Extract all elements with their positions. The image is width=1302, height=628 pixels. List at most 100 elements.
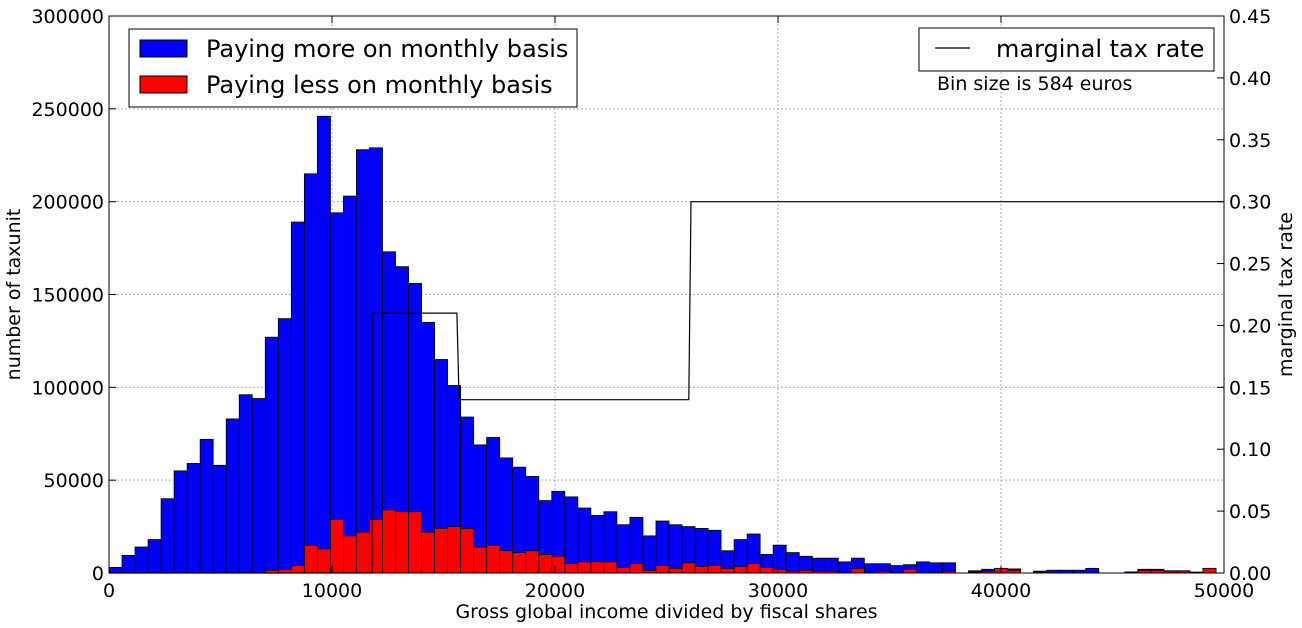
y-axis-label: number of taxunit bbox=[3, 209, 25, 381]
y-tick-label: 150000 bbox=[31, 285, 104, 307]
bar-paying-less bbox=[746, 563, 761, 574]
bar-paying-more bbox=[212, 464, 227, 574]
bar-paying-less bbox=[538, 554, 553, 574]
bar-paying-more bbox=[316, 115, 331, 574]
bar-paying-less bbox=[460, 528, 475, 574]
bar-paying-more bbox=[929, 562, 943, 574]
bar-paying-less bbox=[707, 565, 722, 574]
bar-paying-less bbox=[681, 562, 696, 574]
legend-swatch-less bbox=[139, 75, 188, 94]
bar-paying-less bbox=[668, 567, 683, 574]
bar-paying-less bbox=[1202, 567, 1217, 574]
bar-paying-more bbox=[916, 561, 930, 574]
bar-paying-less bbox=[329, 518, 344, 574]
y-tick-label: 0 bbox=[92, 563, 104, 585]
bar-paying-less bbox=[616, 567, 631, 574]
legend-swatch-more bbox=[139, 39, 188, 58]
bar-paying-less bbox=[369, 518, 383, 574]
bar-paying-more bbox=[837, 561, 852, 574]
bar-paying-less bbox=[655, 565, 670, 574]
bar-paying-more bbox=[356, 149, 370, 574]
bar-paying-more bbox=[343, 195, 357, 574]
legend-label-line: marginal tax rate bbox=[996, 35, 1204, 63]
bar-paying-less bbox=[499, 550, 514, 574]
bar-paying-more bbox=[121, 554, 136, 574]
bar-paying-more bbox=[225, 418, 240, 574]
bar-paying-less bbox=[395, 511, 409, 574]
bar-paying-less bbox=[382, 509, 396, 574]
axis-ticks: 0 10000 20000 30000 40000 50000 0 50000 100000 15… bbox=[31, 6, 1271, 602]
x-tick-label: 20000 bbox=[525, 580, 585, 602]
y2-axis-label: marginal tax rate bbox=[1275, 212, 1297, 377]
legend-left: Paying more on monthly basis Paying less… bbox=[128, 28, 578, 108]
bar-paying-more bbox=[134, 546, 149, 574]
x-axis-label: Gross global income divided by fiscal sh… bbox=[455, 601, 877, 623]
bar-paying-more bbox=[290, 221, 305, 574]
bar-paying-less bbox=[512, 552, 527, 574]
bar-paying-less bbox=[759, 567, 774, 574]
bar-paying-more bbox=[642, 535, 657, 574]
bar-paying-less bbox=[434, 528, 449, 574]
legend-label-less: Paying less on monthly basis bbox=[206, 71, 553, 99]
bar-paying-more bbox=[564, 496, 579, 574]
legend-left-frame bbox=[128, 28, 578, 108]
bar-paying-more bbox=[863, 563, 878, 574]
y2-tick-label: 0.40 bbox=[1229, 68, 1271, 90]
bar-paying-more bbox=[369, 147, 383, 574]
bar-paying-less bbox=[303, 544, 318, 574]
bar-paying-more bbox=[108, 567, 123, 574]
bar-paying-more bbox=[147, 539, 162, 574]
bar-paying-less bbox=[564, 563, 579, 574]
y2-tick-label: 0.05 bbox=[1229, 501, 1271, 523]
bar-paying-less bbox=[447, 526, 462, 574]
bar-paying-less bbox=[629, 563, 644, 574]
bin-size-annotation: Bin size is 584 euros bbox=[937, 73, 1132, 95]
legend-right-frame bbox=[918, 27, 1215, 72]
bar-paying-less bbox=[551, 555, 566, 574]
bar-paying-less bbox=[603, 561, 618, 574]
bar-paying-less bbox=[473, 546, 488, 574]
bar-paying-more bbox=[238, 394, 253, 574]
y-tick-label: 250000 bbox=[31, 99, 104, 121]
bar-paying-more bbox=[160, 498, 175, 574]
y2-tick-label: 0.15 bbox=[1229, 377, 1271, 399]
bar-paying-less bbox=[720, 567, 735, 574]
bar-paying-more bbox=[668, 524, 683, 574]
bar-paying-less bbox=[486, 544, 501, 574]
bar-paying-more bbox=[277, 318, 292, 574]
bar-paying-more bbox=[889, 565, 904, 574]
bar-paying-more bbox=[186, 463, 201, 574]
x-tick-label: 30000 bbox=[748, 580, 808, 602]
x-tick-label: 0 bbox=[103, 580, 115, 602]
y2-tick-label: 0.30 bbox=[1229, 192, 1271, 214]
y-tick-label: 50000 bbox=[44, 470, 104, 492]
y2-tick-label: 0.35 bbox=[1229, 130, 1271, 152]
bar-paying-less bbox=[577, 561, 592, 574]
y2-tick-label: 0.25 bbox=[1229, 254, 1271, 276]
bar-paying-more bbox=[264, 336, 279, 574]
x-tick-label: 10000 bbox=[302, 580, 362, 602]
bar-paying-less bbox=[903, 568, 917, 574]
y2-tick-label: 0.00 bbox=[1229, 563, 1271, 585]
bars-paying-more bbox=[108, 115, 1217, 574]
bar-paying-less bbox=[590, 561, 605, 574]
x-tick-label: 40000 bbox=[971, 580, 1031, 602]
bar-paying-less bbox=[316, 548, 331, 574]
y-tick-label: 300000 bbox=[31, 6, 104, 28]
bars-paying-less bbox=[264, 509, 1217, 574]
y-tick-label: 200000 bbox=[31, 192, 104, 214]
bar-paying-less bbox=[772, 568, 787, 574]
y2-tick-label: 0.20 bbox=[1229, 315, 1271, 337]
x-tick-label: 50000 bbox=[1194, 580, 1254, 602]
bar-paying-more bbox=[616, 524, 631, 574]
legend-label-more: Paying more on monthly basis bbox=[206, 35, 568, 63]
bar-paying-less bbox=[408, 511, 422, 574]
bar-paying-more bbox=[1085, 567, 1100, 574]
bar-paying-less bbox=[290, 565, 305, 574]
bar-paying-less bbox=[343, 535, 357, 574]
bar-paying-more bbox=[199, 438, 214, 574]
bar-paying-less bbox=[525, 550, 540, 574]
y2-tick-label: 0.45 bbox=[1229, 6, 1271, 28]
bar-paying-more bbox=[772, 544, 787, 574]
